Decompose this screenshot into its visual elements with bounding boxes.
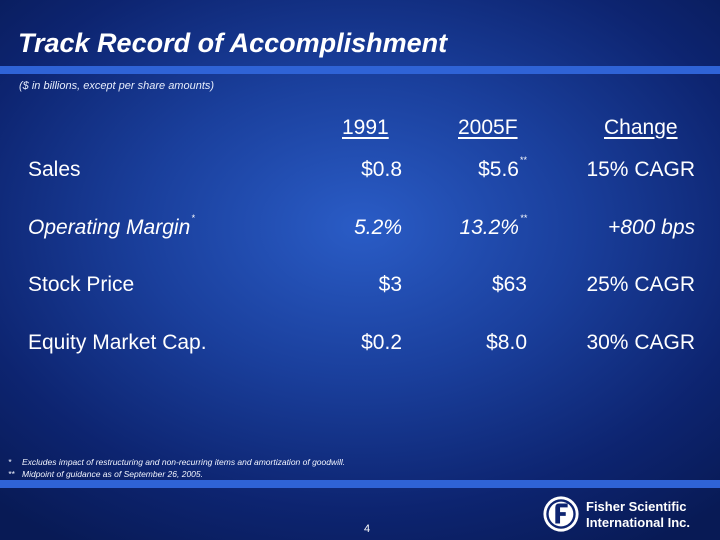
- value-2005f: $63: [491, 273, 527, 296]
- footnote-marker: *: [8, 457, 12, 467]
- footnote-text: Midpoint of guidance as of September 26,…: [22, 469, 203, 479]
- top-divider: [0, 66, 720, 74]
- column-header-change: Change: [604, 116, 678, 139]
- value-1991: $0.8: [361, 158, 402, 181]
- value-2005f: 13.2%**: [459, 213, 527, 239]
- column-header-1991: 1991: [342, 116, 389, 139]
- bottom-divider: [0, 480, 720, 488]
- table-row-sales: Sales $0.8 $5.6** 15% CAGR: [0, 155, 720, 188]
- footnote-marker: *: [191, 213, 195, 223]
- footnote-marker: **: [519, 213, 527, 223]
- page-number: 4: [364, 523, 371, 535]
- value-1991: $3: [378, 273, 402, 296]
- company-logo: Fisher Scientific International Inc.: [542, 495, 718, 535]
- slide-title: Track Record of Accomplishment: [18, 28, 448, 58]
- table-row-equity-market-cap: Equity Market Cap. $0.2 $8.0 30% CAGR: [0, 331, 720, 361]
- row-label: Operating Margin*: [28, 213, 195, 239]
- footnote-text: Excludes impact of restructuring and non…: [22, 457, 346, 467]
- value-1991: $0.2: [361, 331, 402, 354]
- units-note: ($ in billions, except per share amounts…: [19, 80, 215, 92]
- value-2005f: $5.6**: [478, 155, 527, 181]
- value-change: 15% CAGR: [586, 158, 695, 181]
- value-change: 25% CAGR: [586, 273, 695, 296]
- value-change: 30% CAGR: [586, 331, 695, 354]
- logo-line-2: International Inc.: [586, 515, 691, 530]
- table-row-operating-margin: Operating Margin* 5.2% 13.2%** +800 bps: [0, 213, 720, 246]
- row-label: Stock Price: [28, 273, 135, 296]
- value-2005f: $8.0: [486, 331, 527, 354]
- footnote-marker: **: [8, 469, 15, 479]
- slide-header: Track Record of Accomplishment: [0, 0, 720, 78]
- row-label: Sales: [28, 158, 81, 181]
- logo-wordmark: Fisher Scientific International Inc.: [586, 499, 690, 531]
- logo-line-1: Fisher Scientific: [586, 499, 687, 514]
- footnote-marker: **: [519, 155, 527, 165]
- footnotes: * Excludes impact of restructuring and no…: [8, 456, 345, 480]
- value-1991: 5.2%: [354, 216, 402, 239]
- row-label: Equity Market Cap.: [28, 331, 207, 354]
- footnote-2: ** Midpoint of guidance as of September 2…: [8, 468, 345, 480]
- fisher-f-logo-icon: [543, 496, 579, 532]
- column-header-2005f: 2005F: [458, 116, 518, 139]
- value-change: +800 bps: [608, 216, 695, 239]
- table-row-stock-price: Stock Price $3 $63 25% CAGR: [0, 273, 720, 303]
- footnote-1: * Excludes impact of restructuring and no…: [8, 456, 345, 468]
